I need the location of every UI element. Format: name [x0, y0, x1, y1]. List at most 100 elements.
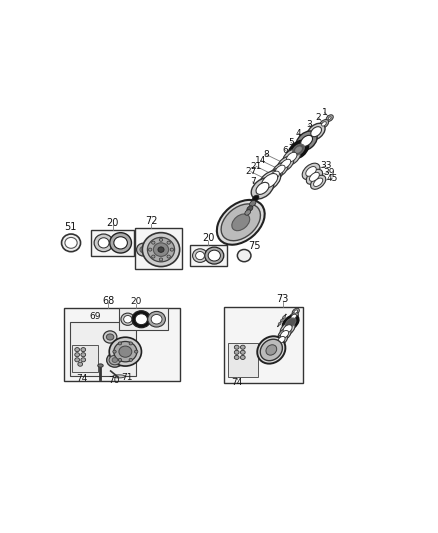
Ellipse shape	[311, 127, 321, 136]
Ellipse shape	[140, 247, 147, 253]
Ellipse shape	[240, 356, 245, 359]
Bar	[228, 343, 258, 377]
Ellipse shape	[124, 316, 132, 323]
Ellipse shape	[98, 364, 103, 367]
Ellipse shape	[319, 119, 328, 128]
Ellipse shape	[311, 175, 326, 189]
Ellipse shape	[307, 123, 325, 140]
Ellipse shape	[306, 166, 316, 176]
Ellipse shape	[328, 117, 331, 119]
Ellipse shape	[94, 234, 113, 252]
Text: 21: 21	[251, 162, 262, 171]
Ellipse shape	[81, 358, 86, 362]
Ellipse shape	[234, 345, 239, 349]
Ellipse shape	[152, 255, 155, 258]
Ellipse shape	[260, 339, 283, 361]
Text: 5: 5	[288, 138, 294, 147]
Text: 20: 20	[106, 217, 119, 228]
Text: 33: 33	[320, 161, 332, 171]
Ellipse shape	[245, 210, 251, 215]
Ellipse shape	[75, 348, 80, 352]
Bar	[224, 306, 303, 383]
Ellipse shape	[286, 318, 296, 328]
Bar	[92, 230, 134, 256]
Ellipse shape	[278, 322, 281, 325]
Ellipse shape	[310, 172, 319, 181]
Ellipse shape	[240, 345, 245, 349]
Ellipse shape	[135, 314, 148, 325]
Ellipse shape	[148, 311, 166, 327]
Ellipse shape	[232, 214, 250, 231]
Ellipse shape	[326, 115, 333, 122]
Ellipse shape	[205, 247, 224, 264]
Ellipse shape	[65, 237, 77, 248]
Ellipse shape	[321, 122, 326, 126]
Ellipse shape	[129, 358, 132, 361]
Text: 71: 71	[121, 373, 132, 382]
Ellipse shape	[258, 185, 266, 192]
Text: 20: 20	[131, 297, 142, 306]
Ellipse shape	[303, 138, 310, 144]
Text: 74: 74	[231, 378, 243, 387]
Ellipse shape	[293, 144, 304, 155]
Ellipse shape	[258, 171, 281, 191]
Ellipse shape	[170, 248, 173, 251]
Ellipse shape	[313, 128, 319, 135]
Ellipse shape	[291, 314, 297, 319]
Text: 1: 1	[322, 108, 328, 117]
Ellipse shape	[257, 336, 286, 364]
Ellipse shape	[292, 308, 299, 315]
Ellipse shape	[151, 314, 162, 324]
Ellipse shape	[114, 237, 127, 249]
Ellipse shape	[75, 358, 80, 362]
Ellipse shape	[288, 140, 308, 159]
Bar	[72, 345, 98, 372]
Text: 74: 74	[76, 374, 88, 383]
Ellipse shape	[314, 178, 323, 187]
Ellipse shape	[98, 238, 109, 248]
Ellipse shape	[132, 311, 151, 328]
Ellipse shape	[81, 348, 86, 352]
Ellipse shape	[247, 206, 253, 212]
Ellipse shape	[159, 238, 162, 241]
Ellipse shape	[283, 315, 299, 330]
Text: 27: 27	[245, 167, 257, 176]
Text: 20: 20	[202, 233, 214, 243]
Ellipse shape	[280, 159, 291, 168]
Ellipse shape	[61, 234, 81, 252]
Bar	[64, 308, 180, 381]
Ellipse shape	[256, 182, 269, 195]
Ellipse shape	[217, 200, 265, 245]
Ellipse shape	[106, 334, 114, 340]
Ellipse shape	[103, 331, 117, 343]
Ellipse shape	[296, 147, 301, 152]
Ellipse shape	[266, 345, 277, 355]
Ellipse shape	[221, 204, 261, 241]
Ellipse shape	[283, 149, 300, 165]
Text: 45: 45	[327, 174, 338, 183]
Ellipse shape	[78, 362, 83, 366]
Bar	[119, 308, 169, 330]
Ellipse shape	[110, 233, 131, 253]
Bar	[135, 229, 182, 269]
Ellipse shape	[275, 165, 285, 174]
Bar	[190, 245, 226, 266]
Ellipse shape	[267, 168, 283, 182]
Ellipse shape	[113, 375, 125, 378]
Polygon shape	[244, 191, 262, 219]
Ellipse shape	[137, 243, 150, 256]
Ellipse shape	[280, 322, 295, 336]
Ellipse shape	[167, 255, 170, 258]
Ellipse shape	[294, 310, 297, 313]
Ellipse shape	[272, 163, 288, 177]
Ellipse shape	[237, 249, 251, 262]
Ellipse shape	[118, 358, 122, 361]
Text: 72: 72	[145, 216, 158, 226]
Ellipse shape	[81, 353, 86, 357]
Text: 75: 75	[248, 241, 261, 251]
Ellipse shape	[286, 152, 297, 162]
Ellipse shape	[75, 353, 80, 357]
Ellipse shape	[153, 243, 169, 256]
Ellipse shape	[152, 241, 155, 244]
Ellipse shape	[148, 248, 152, 251]
